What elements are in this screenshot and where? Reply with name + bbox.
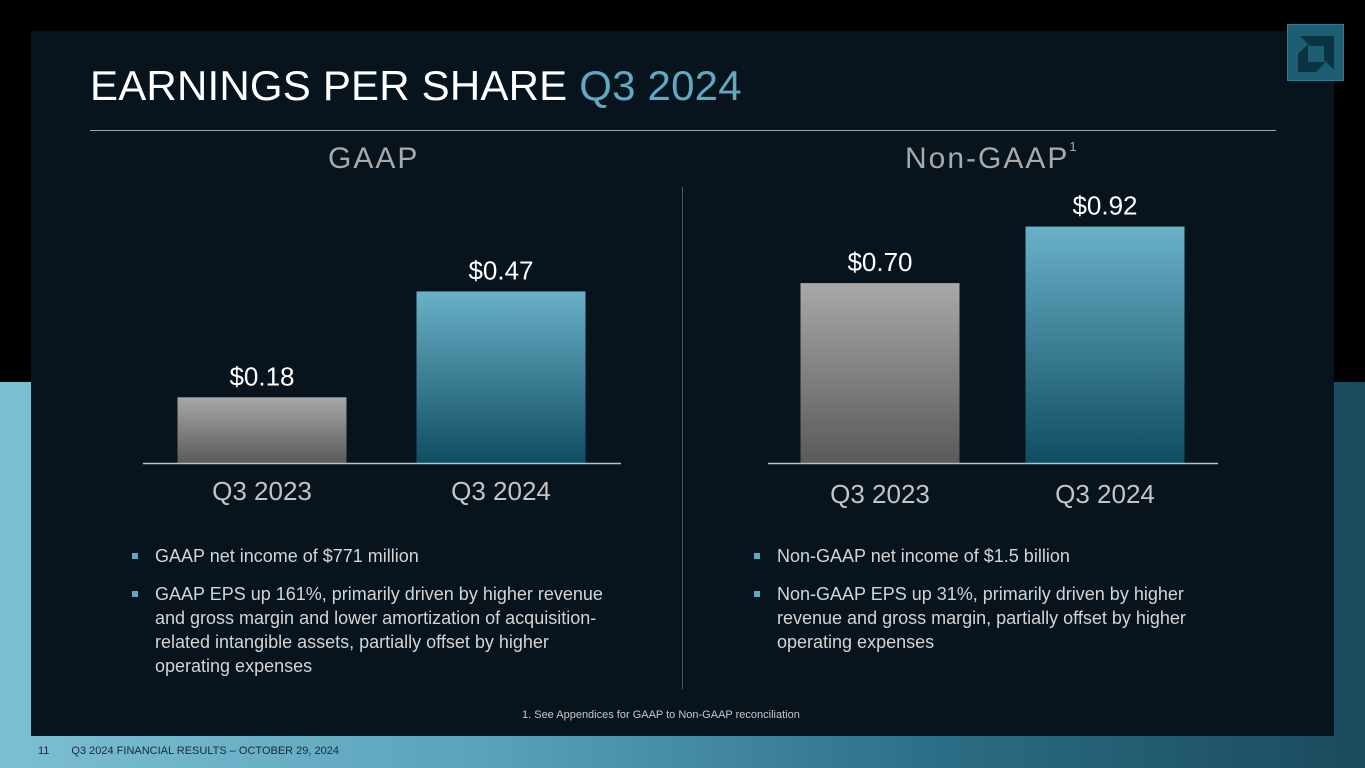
gaap-bullets: GAAP net income of $771 million GAAP EPS … — [122, 544, 622, 692]
nongaap-heading-text: Non-GAAP — [905, 142, 1070, 175]
footnote: 1. See Appendices for GAAP to Non-GAAP r… — [522, 709, 800, 721]
title-main: EARNINGS PER SHARE — [90, 62, 568, 109]
bullet-item: GAAP net income of $771 million — [122, 544, 622, 568]
bullet-square-icon — [754, 553, 760, 559]
gaap-bar-q3-2023 — [177, 397, 347, 463]
nongaap-category-label: Q3 2024 — [1055, 479, 1155, 509]
title-accent: Q3 2024 — [579, 62, 742, 109]
footer-text: Q3 2024 FINANCIAL RESULTS – OCTOBER 29, … — [71, 745, 339, 757]
bullet-square-icon — [132, 591, 138, 597]
nongaap-bullets: Non-GAAP net income of $1.5 billion Non-G… — [744, 544, 1244, 668]
title-divider — [90, 130, 1276, 131]
gaap-bar-q3-2024 — [416, 291, 586, 463]
gaap-value-label: $0.47 — [468, 255, 533, 285]
bullet-item: GAAP EPS up 161%, primarily driven by hi… — [122, 582, 622, 678]
column-divider — [682, 187, 683, 689]
bullet-text: GAAP net income of $771 million — [155, 546, 419, 566]
gaap-category-label: Q3 2023 — [212, 476, 312, 506]
nongaap-value-label: $0.92 — [1072, 191, 1137, 221]
amd-arrow-icon — [1298, 36, 1334, 72]
brand-logo — [1287, 24, 1344, 81]
nongaap-bar-q3-2024 — [1025, 226, 1185, 463]
gaap-category-label: Q3 2024 — [451, 476, 551, 506]
nongaap-category-label: Q3 2023 — [830, 479, 930, 509]
bullet-item: Non-GAAP EPS up 31%, primarily driven by… — [744, 582, 1244, 654]
gaap-value-label: $0.18 — [229, 361, 294, 391]
page-footer: 11 Q3 2024 FINANCIAL RESULTS – OCTOBER 29… — [38, 745, 339, 757]
page-title: EARNINGS PER SHARE Q3 2024 — [90, 62, 742, 110]
bullet-text: Non-GAAP net income of $1.5 billion — [777, 546, 1070, 566]
bullet-item: Non-GAAP net income of $1.5 billion — [744, 544, 1244, 568]
footnote-ref: 1 — [1069, 139, 1077, 154]
nongaap-value-label: $0.70 — [847, 247, 912, 277]
page-number: 11 — [38, 745, 50, 757]
gaap-heading-text: GAAP — [328, 142, 420, 175]
nongaap-heading: Non-GAAP1 — [905, 139, 1077, 176]
nongaap-bar-q3-2023 — [800, 283, 960, 463]
bullet-square-icon — [132, 553, 138, 559]
bullet-square-icon — [754, 591, 760, 597]
gaap-heading: GAAP — [328, 142, 419, 176]
bullet-text: GAAP EPS up 161%, primarily driven by hi… — [155, 584, 603, 676]
bullet-text: Non-GAAP EPS up 31%, primarily driven by… — [777, 584, 1186, 652]
